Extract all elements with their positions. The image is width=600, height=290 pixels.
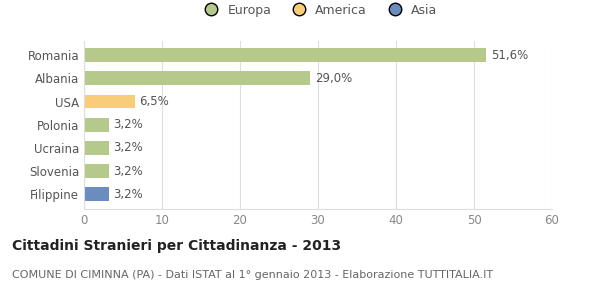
Legend: Europa, America, Asia: Europa, America, Asia	[195, 0, 441, 20]
Text: 51,6%: 51,6%	[491, 49, 529, 62]
Bar	[84, 95, 135, 108]
Text: COMUNE DI CIMINNA (PA) - Dati ISTAT al 1° gennaio 2013 - Elaborazione TUTTITALIA: COMUNE DI CIMINNA (PA) - Dati ISTAT al 1…	[12, 270, 493, 280]
Bar	[84, 71, 310, 85]
Bar	[84, 48, 487, 62]
Bar	[84, 118, 109, 132]
Bar	[84, 187, 109, 201]
Text: 29,0%: 29,0%	[315, 72, 352, 85]
Text: Cittadini Stranieri per Cittadinanza - 2013: Cittadini Stranieri per Cittadinanza - 2…	[12, 239, 341, 253]
Text: 6,5%: 6,5%	[139, 95, 169, 108]
Text: 3,2%: 3,2%	[113, 118, 143, 131]
Bar	[84, 141, 109, 155]
Bar	[84, 164, 109, 178]
Text: 3,2%: 3,2%	[113, 164, 143, 177]
Text: 3,2%: 3,2%	[113, 141, 143, 154]
Text: 3,2%: 3,2%	[113, 188, 143, 201]
